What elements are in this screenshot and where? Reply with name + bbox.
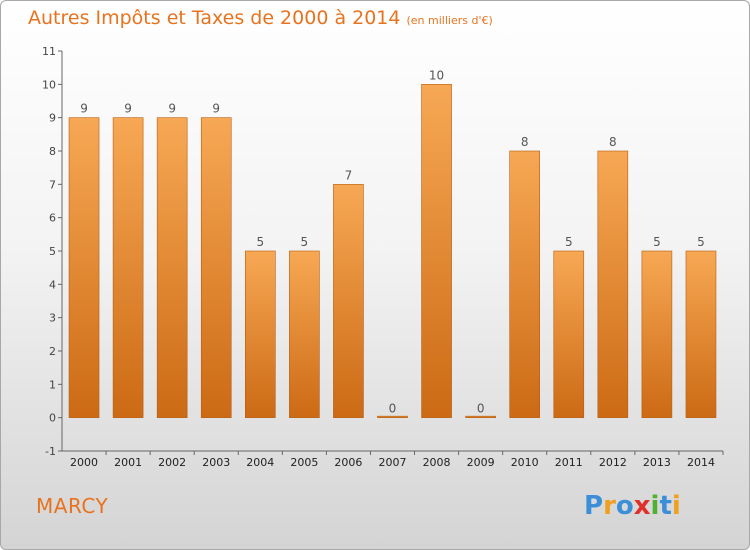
bar-2000 xyxy=(68,117,100,418)
data-label-2006: 7 xyxy=(345,168,353,182)
axes: -1 0 1 2 3 4 5 6 7 8 9 10 11 2000 2001 2002 2003 2004 2005… xyxy=(42,45,724,469)
x-tick-label: 2002 xyxy=(158,456,186,469)
logo-letter: t xyxy=(659,491,672,521)
logo-letter: i xyxy=(650,491,660,521)
y-tick-label: 1 xyxy=(49,378,56,391)
x-tick-label: 2011 xyxy=(555,456,583,469)
data-label-2001: 9 xyxy=(124,102,132,116)
bar-2012 xyxy=(597,150,629,418)
data-labels: 9 9 9 9 5 5 7 0 10 0 8 5 8 5 5 xyxy=(80,68,705,415)
x-tick-label: 2014 xyxy=(687,456,715,469)
data-label-2004: 5 xyxy=(256,235,264,249)
unit-text: (en milliers d'€) xyxy=(406,14,493,27)
bar-2001 xyxy=(112,117,144,418)
bar-2004 xyxy=(245,250,276,418)
y-tick-label: 5 xyxy=(49,245,56,258)
bar-2014 xyxy=(685,250,717,418)
data-label-2003: 9 xyxy=(212,102,220,116)
chart-title: Autres Impôts et Taxes de 2000 à 2014 (en… xyxy=(28,7,493,29)
data-label-2000: 9 xyxy=(80,102,88,116)
x-tick-label: 2010 xyxy=(511,456,539,469)
y-tick-label: 9 xyxy=(49,112,56,125)
data-label-2007: 0 xyxy=(389,402,397,416)
x-tick-label: 2007 xyxy=(379,456,407,469)
bar-2006 xyxy=(333,184,364,418)
bar-2009 xyxy=(465,415,496,418)
y-tick-label: 0 xyxy=(49,412,56,425)
bar-2005 xyxy=(289,250,320,418)
data-label-2008: 10 xyxy=(429,68,444,82)
y-tick-label: 10 xyxy=(42,78,56,91)
bar-2008 xyxy=(421,84,452,418)
data-label-2012: 8 xyxy=(609,135,617,149)
y-tick-label: 6 xyxy=(49,212,56,225)
y-tick-label: 4 xyxy=(49,278,56,291)
place-name: MARCY xyxy=(36,494,109,518)
logo-letter: P xyxy=(584,491,604,521)
logo-letter: x xyxy=(633,491,651,521)
y-tick-label: 2 xyxy=(49,345,56,358)
logo-letter: r xyxy=(603,491,616,521)
bar-2011 xyxy=(553,250,585,418)
y-tick-label: 3 xyxy=(49,312,56,325)
y-tick-label: -1 xyxy=(45,445,56,458)
x-tick-label: 2003 xyxy=(202,456,230,469)
logo-letter: i xyxy=(671,491,681,521)
proxiti-logo: Proxiti xyxy=(584,491,681,521)
x-tick-label: 2001 xyxy=(114,456,142,469)
bar-2010 xyxy=(509,150,541,418)
x-tick-label: 2006 xyxy=(334,456,362,469)
data-label-2010: 8 xyxy=(521,135,529,149)
y-tick-label: 11 xyxy=(42,45,56,58)
y-tick-label: 8 xyxy=(49,145,56,158)
data-label-2009: 0 xyxy=(477,402,485,416)
x-tick-label: 2000 xyxy=(70,456,98,469)
data-label-2013: 5 xyxy=(653,235,661,249)
data-label-2002: 9 xyxy=(168,102,176,116)
x-tick-label: 2005 xyxy=(290,456,318,469)
bar-2003 xyxy=(200,117,232,418)
x-tick-label: 2009 xyxy=(467,456,495,469)
x-tick-label: 2008 xyxy=(423,456,451,469)
title-text: Autres Impôts et Taxes de 2000 à 2014 xyxy=(28,7,401,29)
data-label-2005: 5 xyxy=(301,235,309,249)
bar-2007 xyxy=(377,415,408,418)
data-label-2011: 5 xyxy=(565,235,573,249)
bar-2013 xyxy=(641,250,673,418)
bar-2002 xyxy=(156,117,188,418)
bars xyxy=(68,84,717,418)
x-tick-label: 2013 xyxy=(643,456,671,469)
x-tick-label: 2004 xyxy=(246,456,274,469)
data-label-2014: 5 xyxy=(697,235,705,249)
logo-letter: o xyxy=(615,491,634,521)
y-tick-label: 7 xyxy=(49,178,56,191)
x-tick-label: 2012 xyxy=(599,456,627,469)
